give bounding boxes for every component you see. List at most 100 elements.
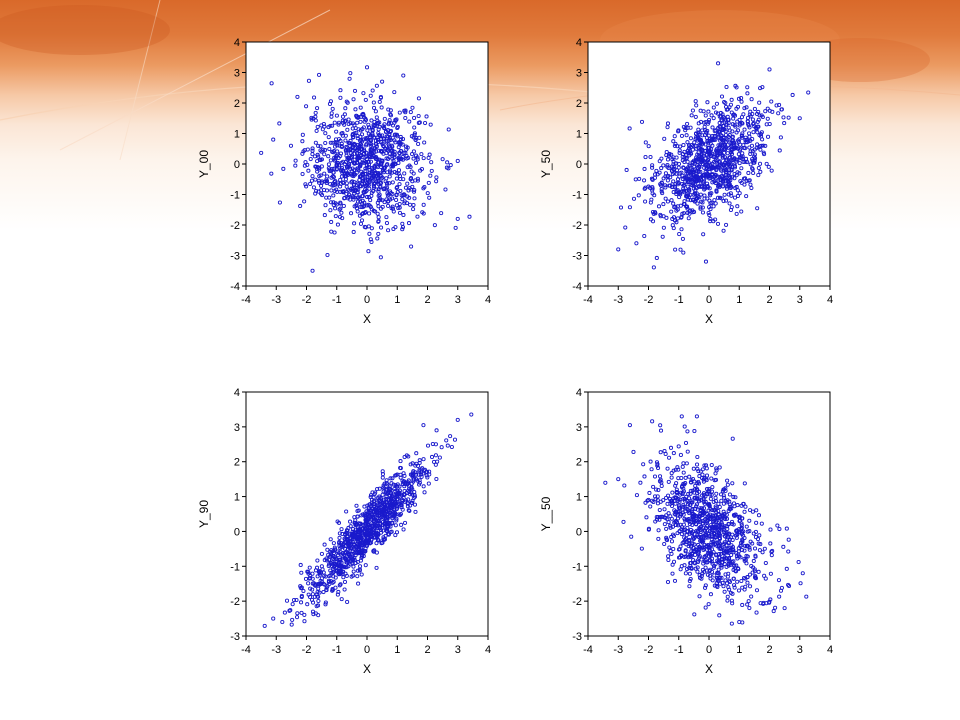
- scatter-point: [649, 197, 654, 202]
- scatter-point: [375, 160, 381, 165]
- scatter-point: [657, 479, 663, 484]
- scatter-point: [736, 96, 742, 101]
- scatter-point: [415, 478, 420, 483]
- scatter-point: [731, 522, 736, 527]
- scatter-point: [650, 219, 656, 224]
- scatter-point: [346, 121, 351, 127]
- scatter-point: [706, 211, 711, 216]
- scatter-point: [677, 148, 682, 153]
- scatter-point: [727, 146, 732, 151]
- scatter-point: [337, 570, 342, 576]
- scatter-point: [363, 187, 368, 192]
- scatter-point: [679, 476, 684, 481]
- scatter-point: [709, 113, 714, 118]
- scatter-point: [309, 178, 314, 183]
- scatter-point: [398, 475, 403, 480]
- scatter-point: [360, 179, 366, 184]
- scatter-point: [646, 144, 651, 149]
- scatter-point: [693, 159, 698, 164]
- scatter-point: [365, 165, 370, 170]
- scatter-point: [698, 192, 703, 197]
- scatter-point: [310, 576, 315, 581]
- scatter-point: [685, 179, 690, 185]
- scatter-point: [343, 174, 348, 179]
- scatter-point: [734, 563, 739, 568]
- scatter-point: [677, 509, 682, 514]
- scatter-point: [671, 226, 676, 231]
- scatter-point: [757, 161, 763, 166]
- x-tick-label: -4: [583, 644, 593, 656]
- scatter-point: [351, 569, 356, 574]
- scatter-point: [704, 162, 709, 167]
- scatter-point: [650, 177, 655, 182]
- scatter-point: [707, 502, 712, 507]
- scatter-point: [735, 188, 740, 193]
- scatter-point: [782, 121, 787, 126]
- scatter-point: [369, 142, 374, 147]
- scatter-point: [658, 450, 663, 455]
- scatter-series: [603, 414, 809, 626]
- scatter-point: [726, 557, 731, 562]
- scatter-point: [317, 165, 322, 170]
- scatter-point: [694, 522, 699, 527]
- scatter-point: [335, 182, 340, 187]
- scatter-point: [687, 163, 692, 168]
- scatter-point: [708, 193, 713, 198]
- scatter-point: [328, 99, 333, 104]
- scatter-point: [343, 168, 348, 173]
- scatter-point: [422, 490, 427, 495]
- scatter-point: [663, 515, 668, 521]
- scatter-point: [652, 474, 658, 479]
- scatter-point: [706, 513, 711, 518]
- scatter-point: [354, 151, 360, 156]
- scatter-point: [444, 438, 449, 443]
- scatter-point: [355, 509, 360, 514]
- scatter-point: [731, 548, 736, 553]
- scatter-point: [694, 462, 700, 467]
- scatter-point: [341, 203, 346, 208]
- scatter-point: [680, 181, 685, 187]
- scatter-point: [401, 177, 406, 182]
- x-tick-label: -2: [302, 294, 312, 306]
- scatter-point: [752, 546, 758, 551]
- scatter-point: [349, 186, 354, 191]
- scatter-point: [298, 203, 303, 209]
- scatter-point: [737, 191, 742, 196]
- scatter-point: [379, 105, 384, 110]
- scatter-point: [397, 201, 402, 207]
- y-tick-label: -2: [572, 220, 582, 232]
- scatter-point: [348, 519, 353, 524]
- scatter-point: [387, 520, 392, 526]
- scatter-point: [714, 491, 719, 496]
- scatter-point: [680, 211, 685, 216]
- scatter-point: [670, 490, 675, 495]
- scatter-point: [796, 560, 801, 565]
- scatter-point: [681, 522, 686, 527]
- scatter-point: [395, 125, 400, 131]
- scatter-point: [733, 533, 739, 538]
- scatter-point: [764, 161, 769, 166]
- scatter-point: [372, 525, 377, 530]
- scatter-point: [665, 466, 670, 471]
- scatter-point: [332, 180, 337, 185]
- scatter-point: [733, 124, 738, 129]
- scatter-point: [708, 514, 714, 519]
- x-tick-label: -3: [271, 644, 281, 656]
- scatter-point: [400, 507, 405, 512]
- scatter-point: [778, 588, 784, 593]
- scatter-point: [681, 489, 686, 494]
- scatter-point: [437, 455, 442, 460]
- scatter-point: [330, 174, 335, 179]
- scatter-series: [616, 61, 811, 270]
- scatter-point: [717, 185, 722, 190]
- scatter-point: [355, 574, 360, 579]
- scatter-point: [698, 143, 703, 148]
- scatter-point: [700, 184, 705, 189]
- scatter-point: [386, 120, 392, 125]
- scatter-point: [358, 162, 363, 167]
- scatter-point: [455, 158, 460, 163]
- x-axis-label: X: [705, 662, 713, 676]
- scatter-point: [718, 492, 724, 497]
- scatter-point: [655, 498, 660, 503]
- scatter-point: [333, 585, 338, 590]
